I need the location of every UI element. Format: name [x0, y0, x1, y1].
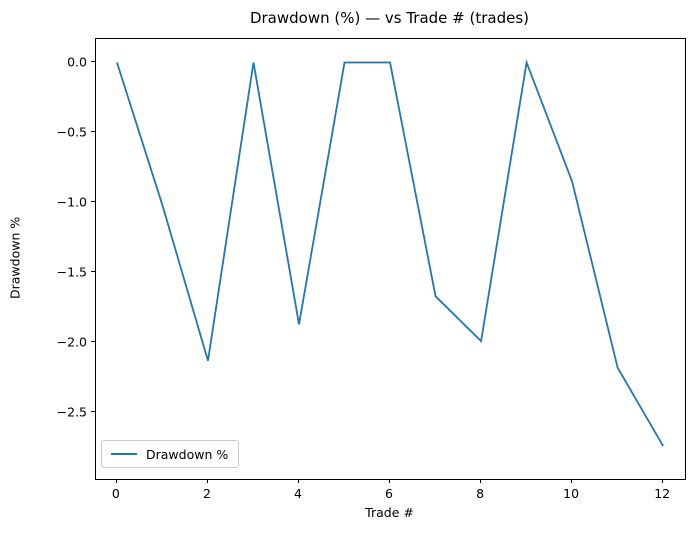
x-tick-label: 0 — [111, 486, 120, 501]
x-tick-label: 12 — [654, 486, 671, 501]
x-tick-label: 6 — [385, 486, 393, 501]
chart-title: Drawdown (%) — vs Trade # (trades) — [249, 9, 530, 27]
x-tick-mark — [115, 479, 117, 483]
legend: Drawdown % — [101, 440, 240, 468]
y-tick-mark — [91, 411, 95, 412]
drawdown-series-line — [116, 59, 664, 447]
y-tick-label: −2.0 — [56, 334, 87, 349]
y-tick-label: −1.5 — [56, 264, 87, 279]
y-axis-label: Drawdown % — [7, 216, 23, 300]
x-tick-mark — [298, 479, 299, 483]
x-tick-mark — [662, 479, 664, 483]
y-tick-label: −2.5 — [56, 404, 87, 419]
y-tick-mark — [91, 201, 95, 202]
plot-area — [95, 38, 686, 480]
x-tick-mark — [571, 479, 573, 483]
x-tick-label: 10 — [563, 486, 580, 501]
y-tick-mark — [91, 341, 95, 342]
y-tick-label: 0.0 — [67, 54, 87, 69]
drawdown-line-chart — [116, 59, 664, 447]
legend-line-sample-icon — [111, 453, 137, 455]
x-tick-label: 8 — [476, 486, 485, 501]
legend-label: Drawdown % — [146, 446, 229, 462]
x-tick-label: 2 — [203, 486, 211, 501]
x-tick-mark — [480, 479, 482, 483]
x-tick-label: 4 — [294, 486, 302, 501]
y-tick-mark — [91, 271, 95, 272]
x-tick-mark — [207, 479, 208, 483]
y-tick-label: −1.0 — [56, 194, 87, 209]
x-axis-label: Trade # — [365, 505, 414, 520]
y-tick-mark — [91, 61, 95, 62]
x-tick-mark — [389, 479, 390, 483]
y-tick-label: −0.5 — [56, 124, 87, 139]
y-tick-mark — [91, 131, 95, 132]
